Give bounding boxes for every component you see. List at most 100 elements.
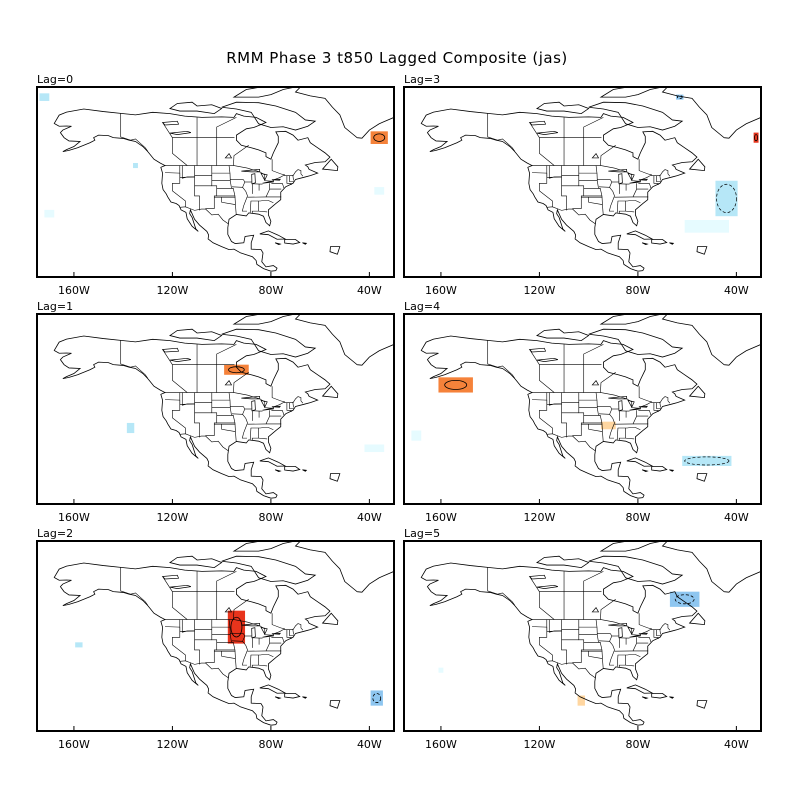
political-boundary: [638, 386, 653, 403]
political-boundary: [216, 571, 237, 592]
political-boundary: [632, 188, 637, 198]
political-boundary: [120, 340, 149, 379]
political-boundary: [165, 392, 304, 409]
island-coastline: [329, 246, 341, 255]
panel-frame: [403, 540, 762, 732]
political-boundary: [258, 210, 268, 213]
warm-anomaly-0: [753, 132, 759, 143]
political-boundary: [616, 200, 619, 213]
island-coastline: [661, 541, 761, 593]
political-boundary: [249, 427, 252, 440]
lake-outline: [260, 626, 268, 636]
lake-outline: [251, 627, 256, 639]
lag-label: Lag=2: [37, 527, 73, 540]
lake-outline: [271, 178, 281, 181]
political-boundary: [583, 117, 604, 138]
map-area: [420, 87, 761, 272]
island-coastline: [274, 696, 282, 700]
island-coastline: [588, 555, 684, 585]
island-coastline: [294, 87, 394, 139]
political-boundary: [600, 599, 616, 620]
political-boundary: [546, 206, 596, 225]
island-coastline: [168, 101, 223, 115]
political-boundary: [632, 642, 637, 652]
map-panel-2: Lag=1 160W 120W 80W 40W: [36, 300, 395, 524]
political-boundary: [608, 633, 615, 666]
political-boundary: [636, 183, 649, 190]
political-boundary: [181, 619, 195, 633]
political-boundary: [618, 428, 626, 440]
political-boundary: [265, 415, 270, 425]
political-boundary: [250, 654, 274, 658]
anomaly-contour: [676, 95, 683, 100]
lake-outline: [241, 168, 261, 173]
political-boundary: [595, 165, 604, 215]
island-coastline: [329, 473, 341, 482]
political-boundary: [162, 576, 173, 592]
political-boundary: [656, 175, 662, 182]
island-coastline: [302, 242, 308, 245]
island-coastline: [259, 230, 287, 240]
political-boundary: [598, 186, 610, 188]
island-coastline: [274, 242, 282, 246]
political-boundary: [179, 433, 229, 452]
lake-outline: [536, 130, 558, 135]
panel-frame: [36, 540, 395, 732]
political-boundary: [572, 165, 585, 209]
cool-anomaly-2: [133, 163, 138, 169]
political-boundary: [249, 200, 252, 213]
map-area: [53, 314, 394, 499]
political-boundary: [233, 599, 249, 620]
map-area: [39, 87, 394, 272]
political-boundary: [286, 402, 292, 413]
political-boundary: [532, 165, 671, 182]
anomaly-contour: [230, 616, 243, 638]
political-boundary: [618, 201, 626, 213]
map-panel-4: Lag=2 160W 120W 80W 40W: [36, 527, 395, 751]
lake-outline: [161, 347, 180, 353]
political-boundary: [286, 175, 292, 186]
political-boundary: [221, 197, 236, 205]
political-boundary: [572, 619, 585, 663]
political-boundary: [250, 200, 274, 204]
political-boundary: [172, 591, 188, 620]
cool-anomaly-2: [364, 444, 385, 453]
island-coastline: [221, 328, 317, 358]
political-boundary: [638, 182, 652, 189]
lon-tick-label: 120W: [156, 738, 188, 751]
lon-tick-label: 80W: [258, 511, 283, 524]
political-boundary: [653, 175, 659, 186]
political-boundary: [617, 654, 641, 658]
political-boundary: [165, 619, 304, 636]
warm-anomaly-0: [370, 131, 388, 144]
political-boundary: [172, 619, 186, 661]
political-boundary: [216, 117, 237, 138]
political-boundary: [638, 636, 652, 643]
political-boundary: [216, 344, 237, 365]
political-boundary: [271, 613, 286, 630]
lake-outline: [608, 168, 628, 173]
political-boundary: [532, 619, 671, 636]
lake-outline: [608, 395, 628, 400]
political-boundary: [546, 433, 596, 452]
lake-outline: [224, 153, 233, 159]
political-boundary: [529, 122, 540, 138]
lon-tick-label: 40W: [724, 738, 749, 751]
island-coastline: [696, 473, 708, 482]
political-boundary: [251, 201, 259, 213]
political-boundary: [269, 410, 282, 417]
cool-anomaly-2: [715, 180, 738, 217]
lon-tick-label: 160W: [425, 511, 457, 524]
cool-anomaly-4: [44, 209, 55, 218]
political-boundary: [172, 137, 188, 166]
political-boundary: [271, 409, 285, 416]
lake-outline: [627, 399, 635, 409]
cool-anomaly-2: [370, 690, 383, 706]
lake-outline: [251, 173, 256, 185]
island-coastline: [302, 696, 308, 699]
island-coastline: [284, 693, 301, 699]
island-coastline: [232, 87, 296, 98]
lake-outline: [271, 405, 281, 408]
island-coastline: [284, 239, 301, 245]
political-boundary: [241, 406, 248, 439]
